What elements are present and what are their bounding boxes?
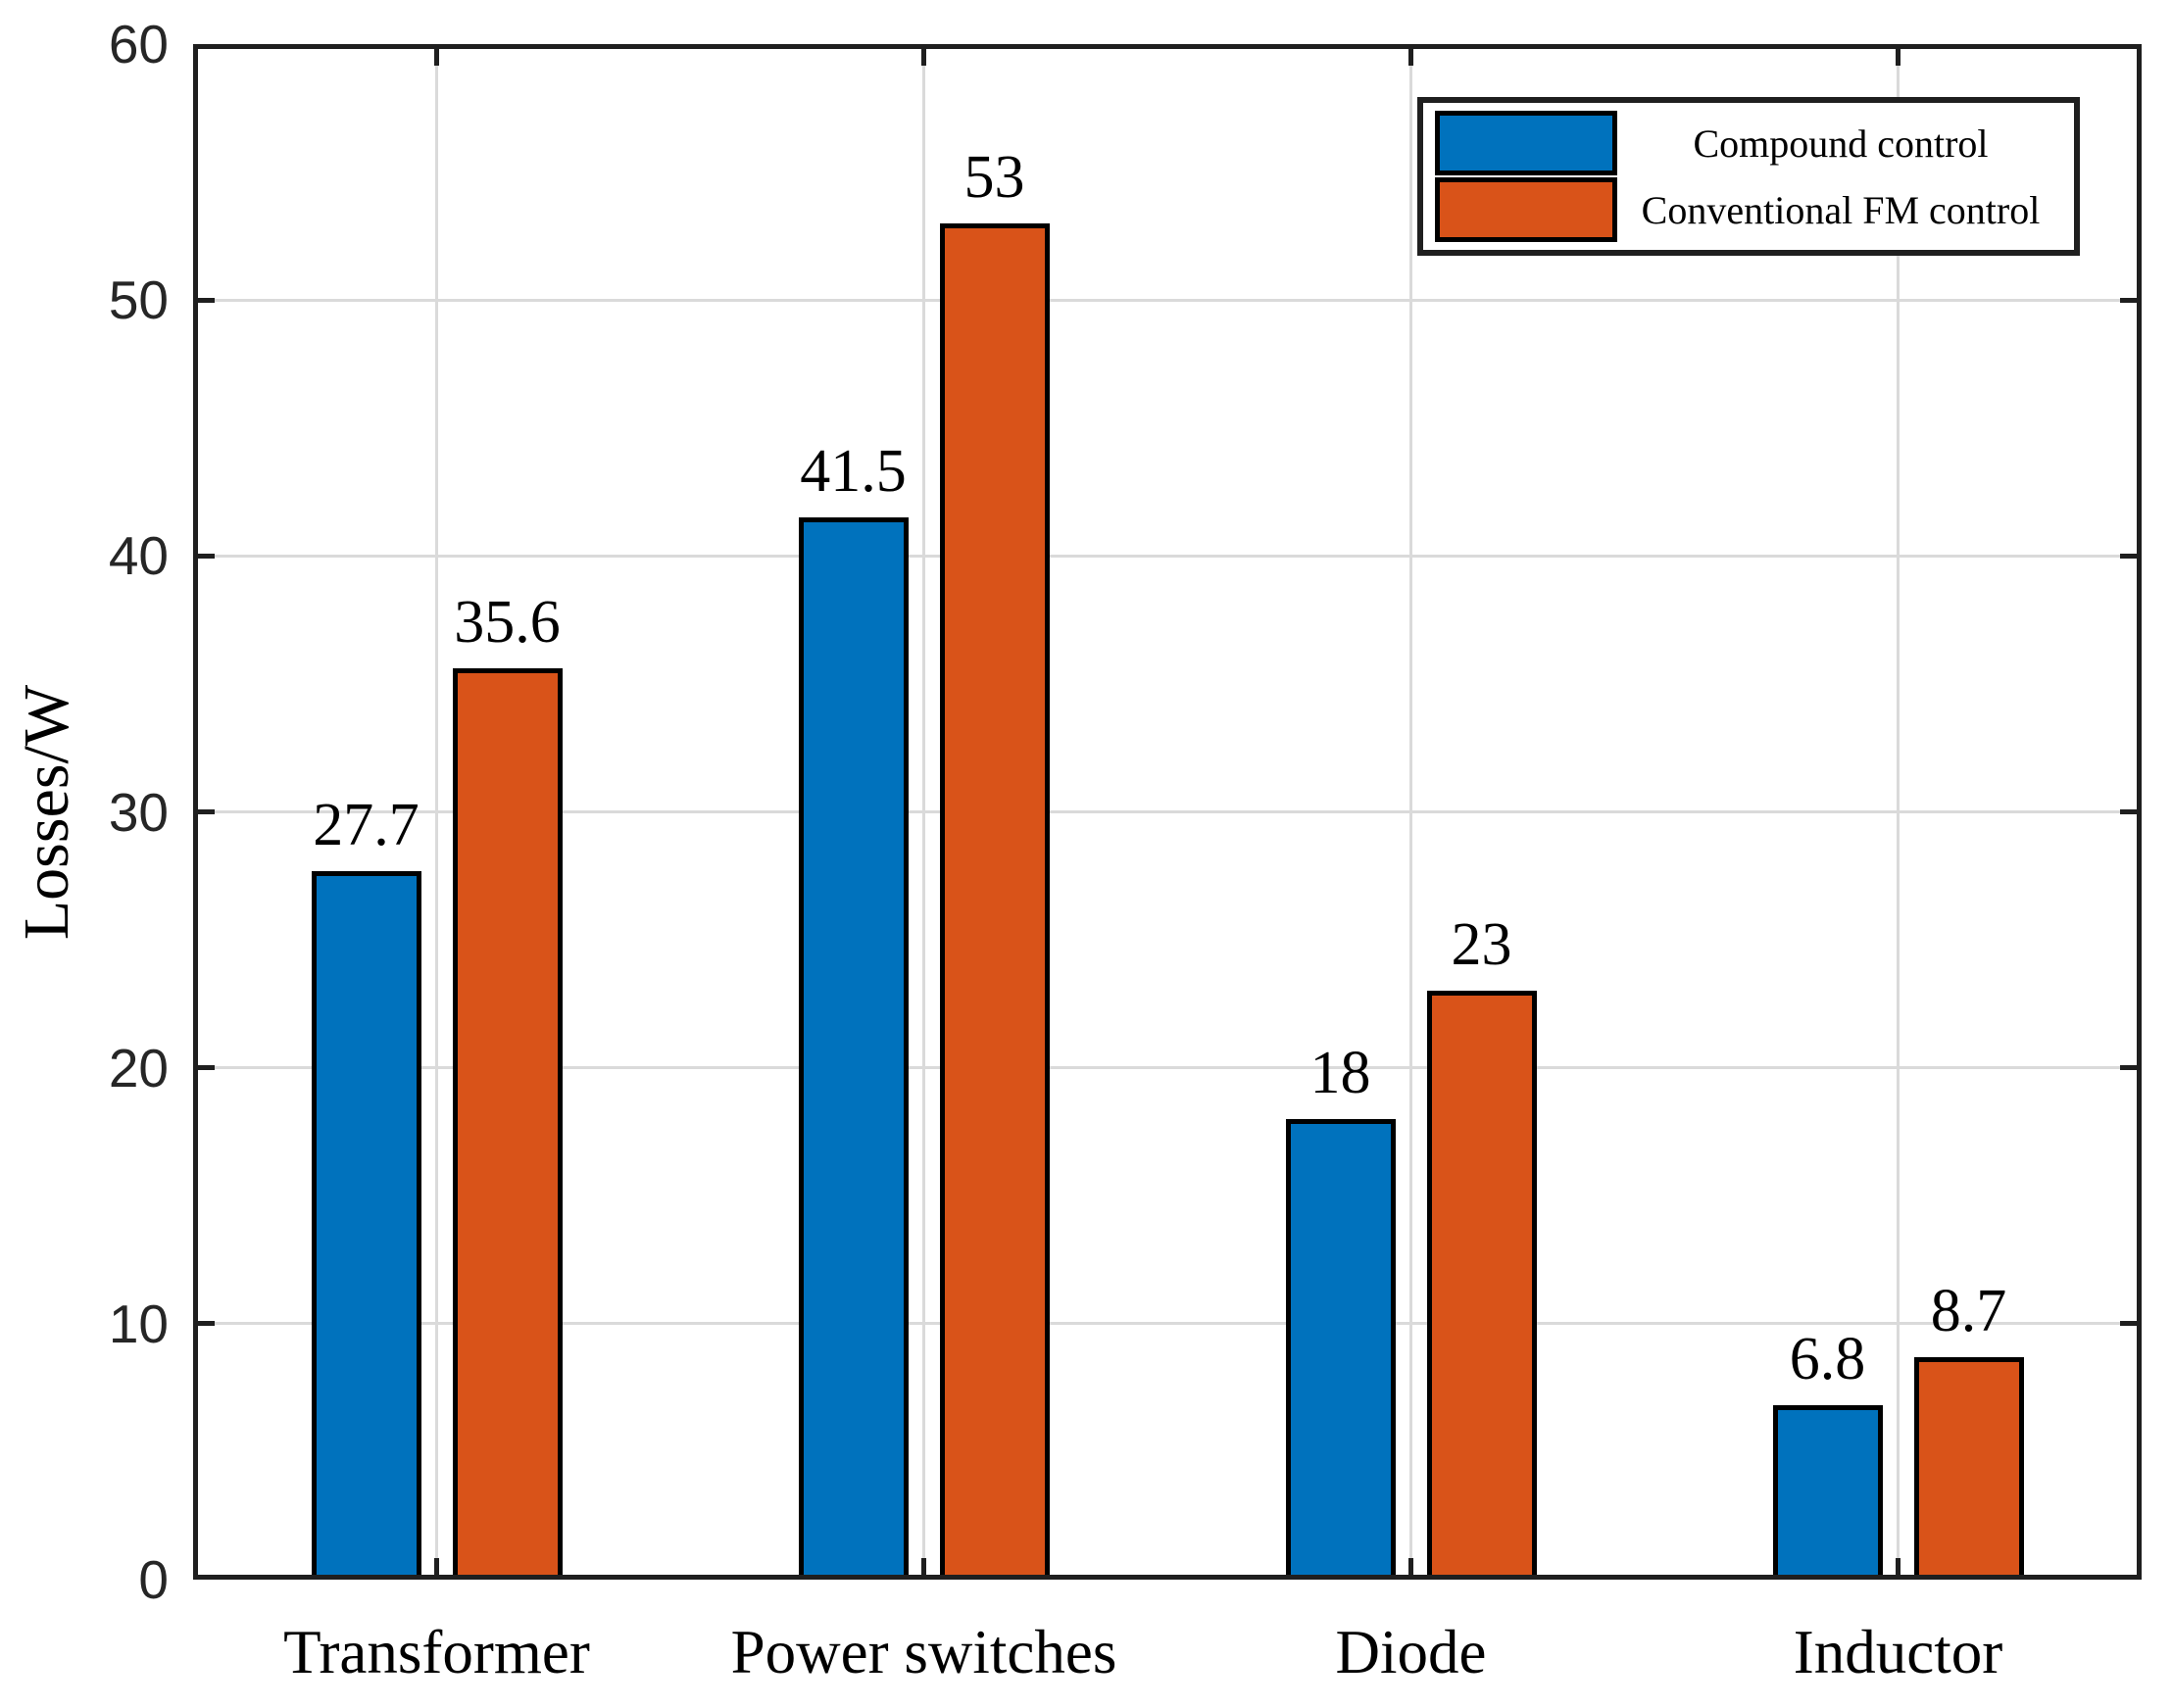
bar-compound-control-transformer [311, 870, 421, 1580]
y-tick-label-20: 20 [108, 1037, 169, 1098]
value-label-conventional-fm-control-transformer: 35.6 [454, 589, 561, 657]
legend-swatch-conventional-fm-control [1435, 177, 1617, 242]
y-tick-left-20 [193, 1065, 215, 1071]
legend-label-compound-control: Compound control [1693, 121, 1989, 166]
y-tick-right-10 [2120, 1321, 2142, 1327]
gridline-y-10 [193, 1322, 2142, 1326]
legend: Compound control Conventional FM control [1417, 97, 2080, 256]
y-tick-left-10 [193, 1321, 215, 1327]
bar-conventional-fm-control-transformer [452, 668, 563, 1580]
legend-item-compound-control: Compound control [1435, 111, 2064, 175]
y-tick-label-50: 50 [108, 269, 169, 331]
x-tick-bottom-power-switches [921, 1558, 926, 1580]
y-tick-right-50 [2120, 297, 2142, 303]
y-tick-label-40: 40 [108, 525, 169, 587]
bar-conventional-fm-control-power-switches [939, 222, 1050, 1580]
value-label-conventional-fm-control-diode: 23 [1451, 911, 1512, 979]
legend-item-conventional-fm-control: Conventional FM control [1435, 177, 2064, 242]
gridline-x-power-switches [922, 44, 925, 1580]
y-tick-left-30 [193, 809, 215, 814]
x-tick-top-transformer [434, 44, 439, 66]
gridline-y-20 [193, 1066, 2142, 1070]
x-tick-label-diode: Diode [1335, 1618, 1487, 1686]
gridline-x-transformer [435, 44, 438, 1580]
x-tick-top-inductor [1896, 44, 1900, 66]
value-label-conventional-fm-control-power-switches: 53 [963, 143, 1025, 211]
gridline-x-diode [1409, 44, 1412, 1580]
x-tick-bottom-diode [1408, 1558, 1413, 1580]
y-tick-right-30 [2120, 809, 2142, 814]
gridline-y-40 [193, 554, 2142, 558]
x-tick-label-power-switches: Power switches [730, 1618, 1117, 1686]
x-tick-top-power-switches [921, 44, 926, 66]
x-tick-bottom-inductor [1896, 1558, 1900, 1580]
y-tick-label-10: 10 [108, 1293, 169, 1354]
x-tick-bottom-transformer [434, 1558, 439, 1580]
y-tick-label-30: 30 [108, 781, 169, 843]
y-tick-label-60: 60 [108, 14, 169, 74]
value-label-conventional-fm-control-inductor: 8.7 [1930, 1277, 2007, 1344]
value-label-compound-control-power-switches: 41.5 [800, 438, 907, 506]
x-tick-label-inductor: Inductor [1793, 1618, 2003, 1686]
bar-compound-control-power-switches [798, 517, 909, 1580]
bar-compound-control-inductor [1772, 1405, 1883, 1580]
gridline-x-inductor [1897, 44, 1900, 1580]
x-tick-top-diode [1408, 44, 1413, 66]
legend-label-conventional-fm-control: Conventional FM control [1641, 187, 2041, 232]
y-tick-right-20 [2120, 1065, 2142, 1071]
x-tick-label-transformer: Transformer [283, 1618, 590, 1686]
y-tick-left-40 [193, 553, 215, 559]
y-tick-left-50 [193, 297, 215, 303]
gridline-y-50 [193, 298, 2142, 302]
bar-compound-control-diode [1285, 1118, 1396, 1580]
value-label-compound-control-diode: 18 [1309, 1039, 1371, 1106]
value-label-compound-control-transformer: 27.7 [313, 791, 420, 858]
y-tick-label-0: 0 [138, 1549, 169, 1610]
legend-swatch-compound-control [1435, 111, 1617, 175]
y-tick-right-40 [2120, 553, 2142, 559]
value-label-compound-control-inductor: 6.8 [1789, 1326, 1866, 1393]
bar-conventional-fm-control-diode [1426, 991, 1537, 1580]
plot-area: 27.7 41.5 18 6.8 35.6 53 23 8.7 [193, 44, 2142, 1580]
bar-conventional-fm-control-inductor [1913, 1356, 2024, 1580]
gridline-y-30 [193, 810, 2142, 813]
